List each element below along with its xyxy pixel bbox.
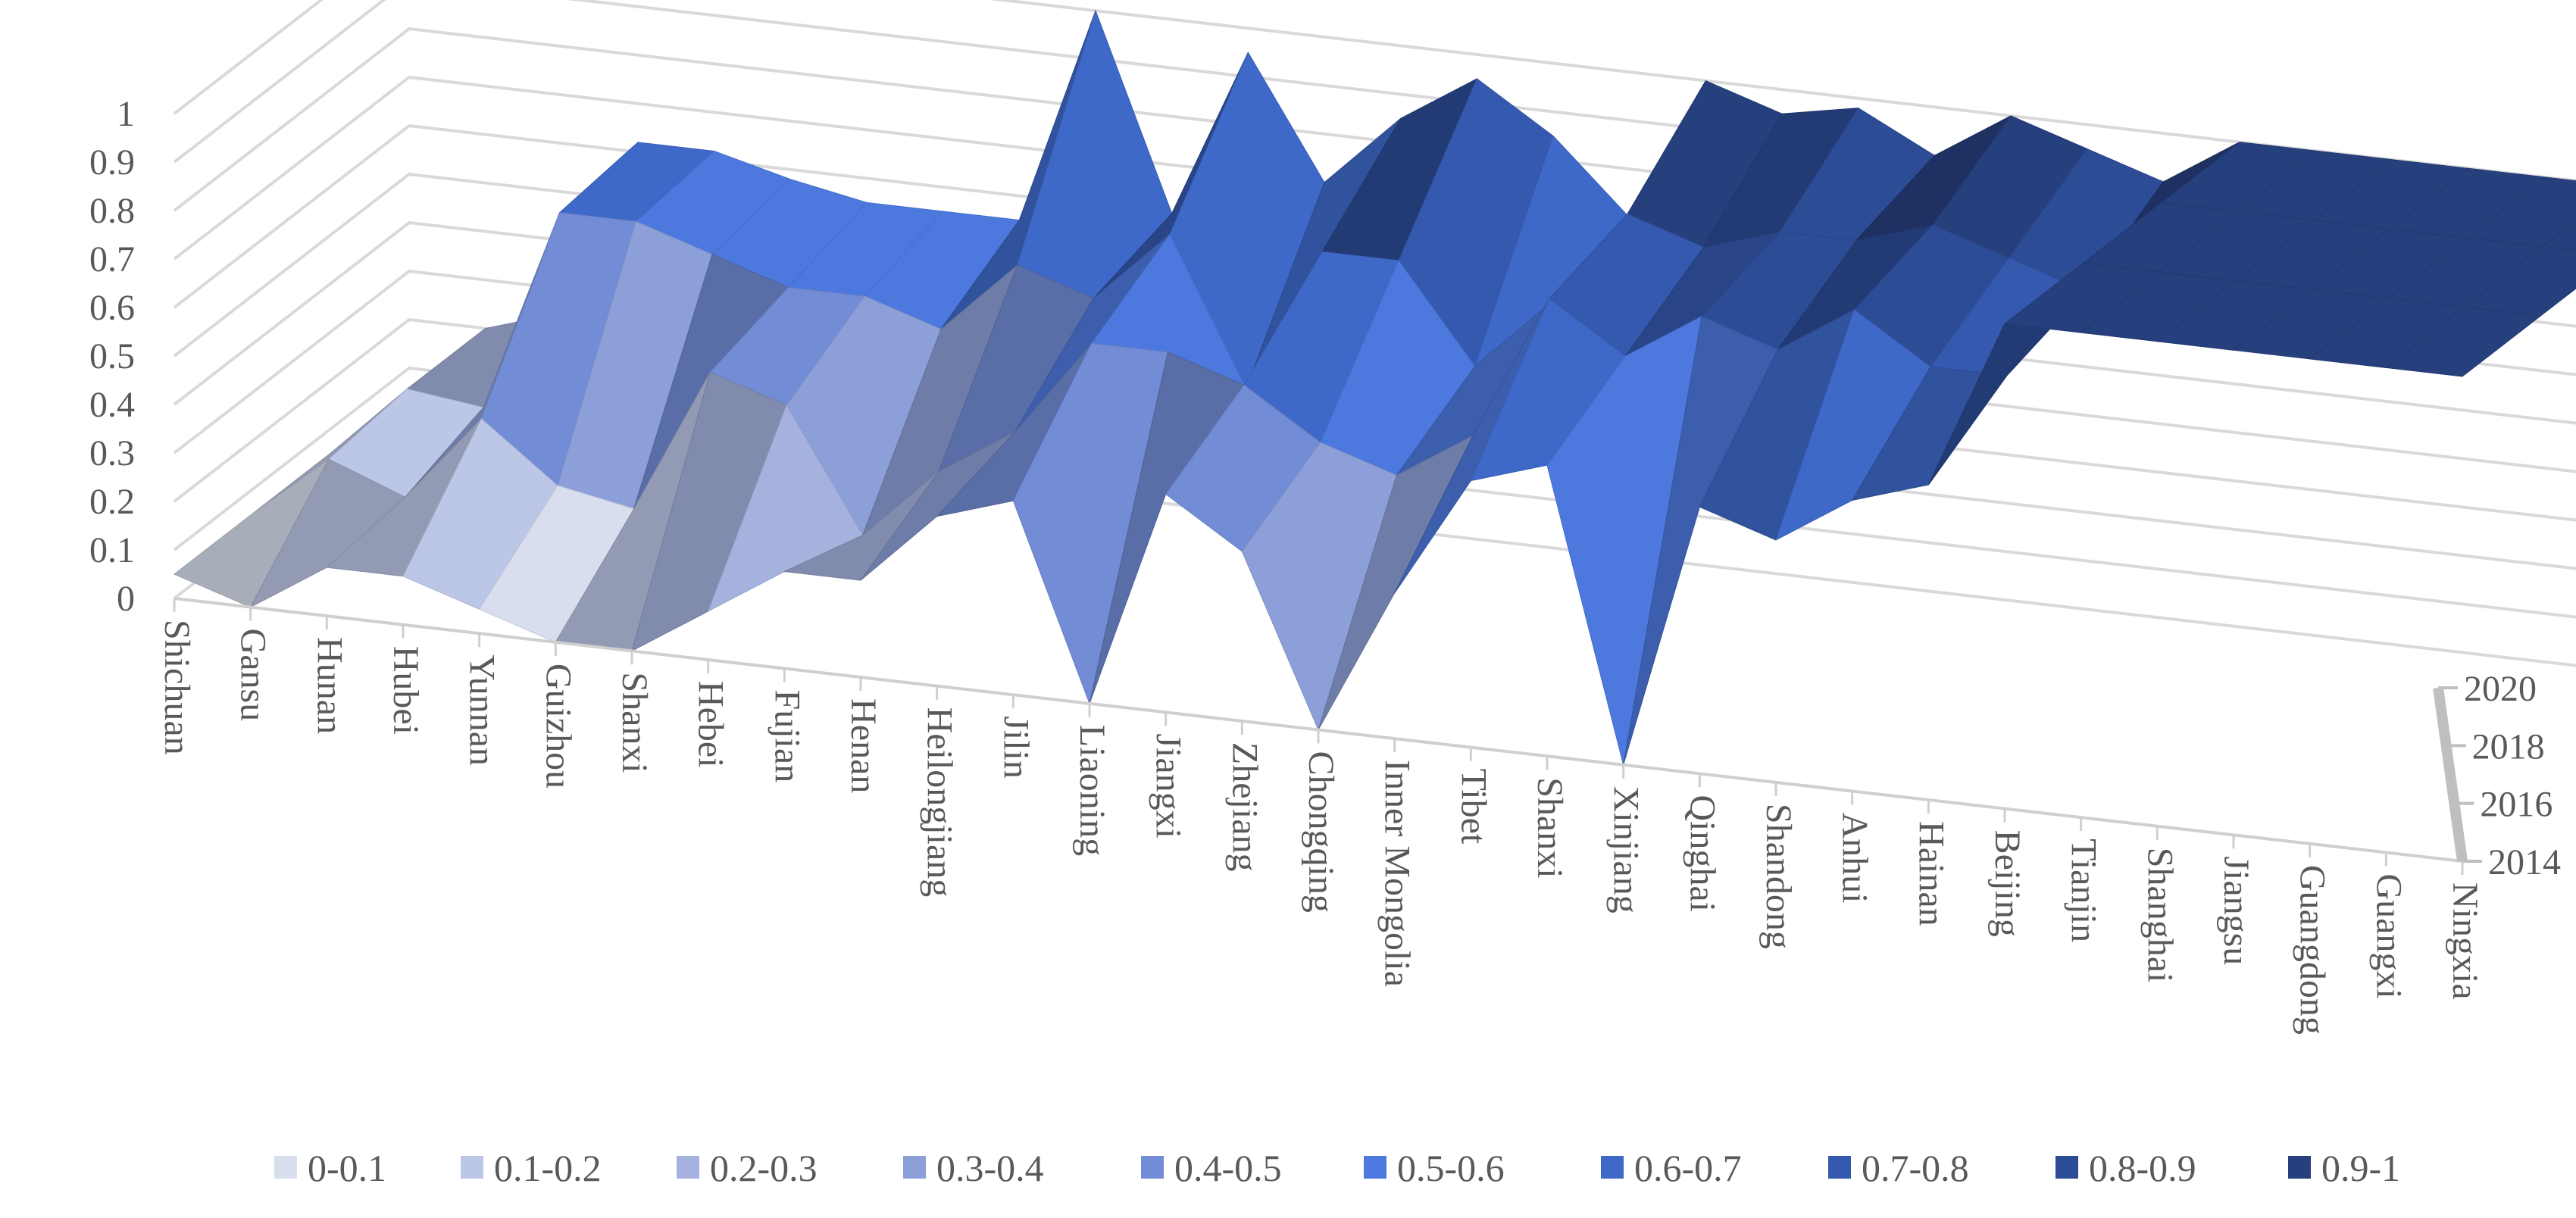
legend-label: 0.9-1 bbox=[2321, 1147, 2400, 1189]
legend-swatch bbox=[1601, 1156, 1624, 1179]
x-tick-label: Yunnan bbox=[462, 654, 502, 766]
legend-swatch bbox=[461, 1156, 483, 1179]
legend: 0-0.1 0.1-0.2 0.2-0.3 0.3-0.4 0.4-0.5 0.5-0.6… bbox=[274, 1147, 2400, 1189]
y-tick-label: 0.5 bbox=[89, 336, 135, 376]
y-tick-label: 0.2 bbox=[89, 482, 135, 522]
x-tick-label: Anhui bbox=[1835, 812, 1875, 903]
legend-label: 0.1-0.2 bbox=[494, 1147, 602, 1189]
legend-label: 0.8-0.9 bbox=[2089, 1147, 2196, 1189]
legend-label: 0.2-0.3 bbox=[710, 1147, 818, 1189]
y-tick-label: 0.9 bbox=[89, 142, 135, 183]
x-tick-label: Inner Mongolia bbox=[1377, 760, 1418, 987]
x-tick-label: Shichuan bbox=[157, 620, 197, 755]
x-tick-label: Xinjiang bbox=[1606, 786, 1646, 914]
x-tick-label: Qinghai bbox=[1682, 795, 1722, 912]
x-tick-label: Hubei bbox=[386, 646, 426, 735]
depth-axis-ticks: 2014 2016 2018 2020 bbox=[2438, 669, 2561, 882]
depth-axis-line bbox=[2433, 687, 2468, 862]
x-tick-label: Jiangsu bbox=[2216, 856, 2256, 965]
x-tick-label: Hunan bbox=[309, 637, 349, 734]
gridline bbox=[173, 366, 2576, 619]
x-tick-label: Jilin bbox=[996, 716, 1036, 779]
legend-swatch bbox=[1828, 1156, 1851, 1179]
legend-label: 0.7-0.8 bbox=[1862, 1147, 1969, 1189]
y-tick-label: 0.4 bbox=[89, 385, 135, 425]
x-tick-label: Hebei bbox=[691, 681, 731, 768]
y-tick-label: 0.3 bbox=[89, 433, 135, 473]
x-tick-label: Henan bbox=[843, 698, 883, 793]
x-tick-label: Tibet bbox=[1453, 769, 1493, 845]
y-tick-label: 0.8 bbox=[89, 191, 135, 231]
x-tick-label: Jiangxi bbox=[1149, 733, 1189, 839]
x-tick-label: Heilongjiang bbox=[920, 707, 960, 898]
x-tick-label: Guangxi bbox=[2368, 873, 2409, 998]
legend-swatch bbox=[903, 1156, 926, 1179]
depth-tick-label: 2016 bbox=[2480, 785, 2553, 825]
legend-swatch bbox=[1141, 1156, 1164, 1179]
legend-swatch bbox=[274, 1156, 297, 1179]
x-tick-label: Gansu bbox=[233, 629, 274, 722]
x-tick-label: Shandong bbox=[1758, 804, 1799, 949]
x-tick-label: Guizhou bbox=[538, 664, 578, 789]
x-tick-label: Zhejiang bbox=[1224, 742, 1265, 872]
gridline bbox=[173, 317, 2576, 570]
legend-swatch bbox=[2055, 1156, 2078, 1179]
x-axis-ticks: Shichuan Gansu Hunan Hubei Yunnan Guizhou Shan… bbox=[157, 598, 2485, 1035]
legend-label: 0.3-0.4 bbox=[936, 1147, 1044, 1189]
x-tick-label: Hainan bbox=[1911, 821, 1951, 926]
x-tick-label: Shanxi bbox=[1530, 777, 1570, 878]
gridlines bbox=[173, 0, 2576, 667]
gridline bbox=[173, 0, 2576, 183]
x-tick-label: Shanxi bbox=[614, 672, 655, 773]
surface-plot bbox=[174, 9, 2576, 765]
x-tick-label: Ningxia bbox=[2445, 882, 2485, 1000]
legend-swatch bbox=[1364, 1156, 1386, 1179]
y-tick-label: 0.6 bbox=[89, 288, 135, 328]
x-tick-label: Beijing bbox=[1987, 830, 2027, 937]
legend-swatch bbox=[2288, 1156, 2311, 1179]
surface-patch bbox=[2385, 306, 2542, 377]
depth-tick-label: 2014 bbox=[2488, 842, 2561, 882]
surface-patch bbox=[2541, 220, 2576, 251]
legend-label: 0.6-0.7 bbox=[1634, 1147, 1742, 1189]
x-tick-label: Shanghai bbox=[2140, 848, 2180, 983]
x-tick-label: Fujian bbox=[767, 690, 807, 783]
legend-label: 0-0.1 bbox=[308, 1147, 386, 1189]
legend-swatch bbox=[677, 1156, 699, 1179]
y-tick-label: 0 bbox=[117, 579, 135, 619]
x-tick-label: Liaoning bbox=[1072, 725, 1112, 856]
y-tick-label: 0.1 bbox=[89, 530, 135, 570]
y-tick-label: 0.7 bbox=[89, 239, 135, 280]
x-tick-label: Chongqing bbox=[1301, 751, 1341, 913]
y-axis-ticks: 0 0.1 0.2 0.3 0.4 0.5 0.6 0.7 0.8 0.9 1 bbox=[89, 94, 135, 619]
x-tick-label: Tianjin bbox=[2064, 839, 2104, 942]
depth-tick-label: 2020 bbox=[2464, 669, 2537, 709]
y-tick-label: 1 bbox=[117, 94, 135, 134]
depth-tick-label: 2018 bbox=[2472, 726, 2545, 767]
x-tick-label: Guangdong bbox=[2293, 865, 2333, 1035]
legend-label: 0.4-0.5 bbox=[1174, 1147, 1282, 1189]
legend-label: 0.5-0.6 bbox=[1397, 1147, 1505, 1189]
